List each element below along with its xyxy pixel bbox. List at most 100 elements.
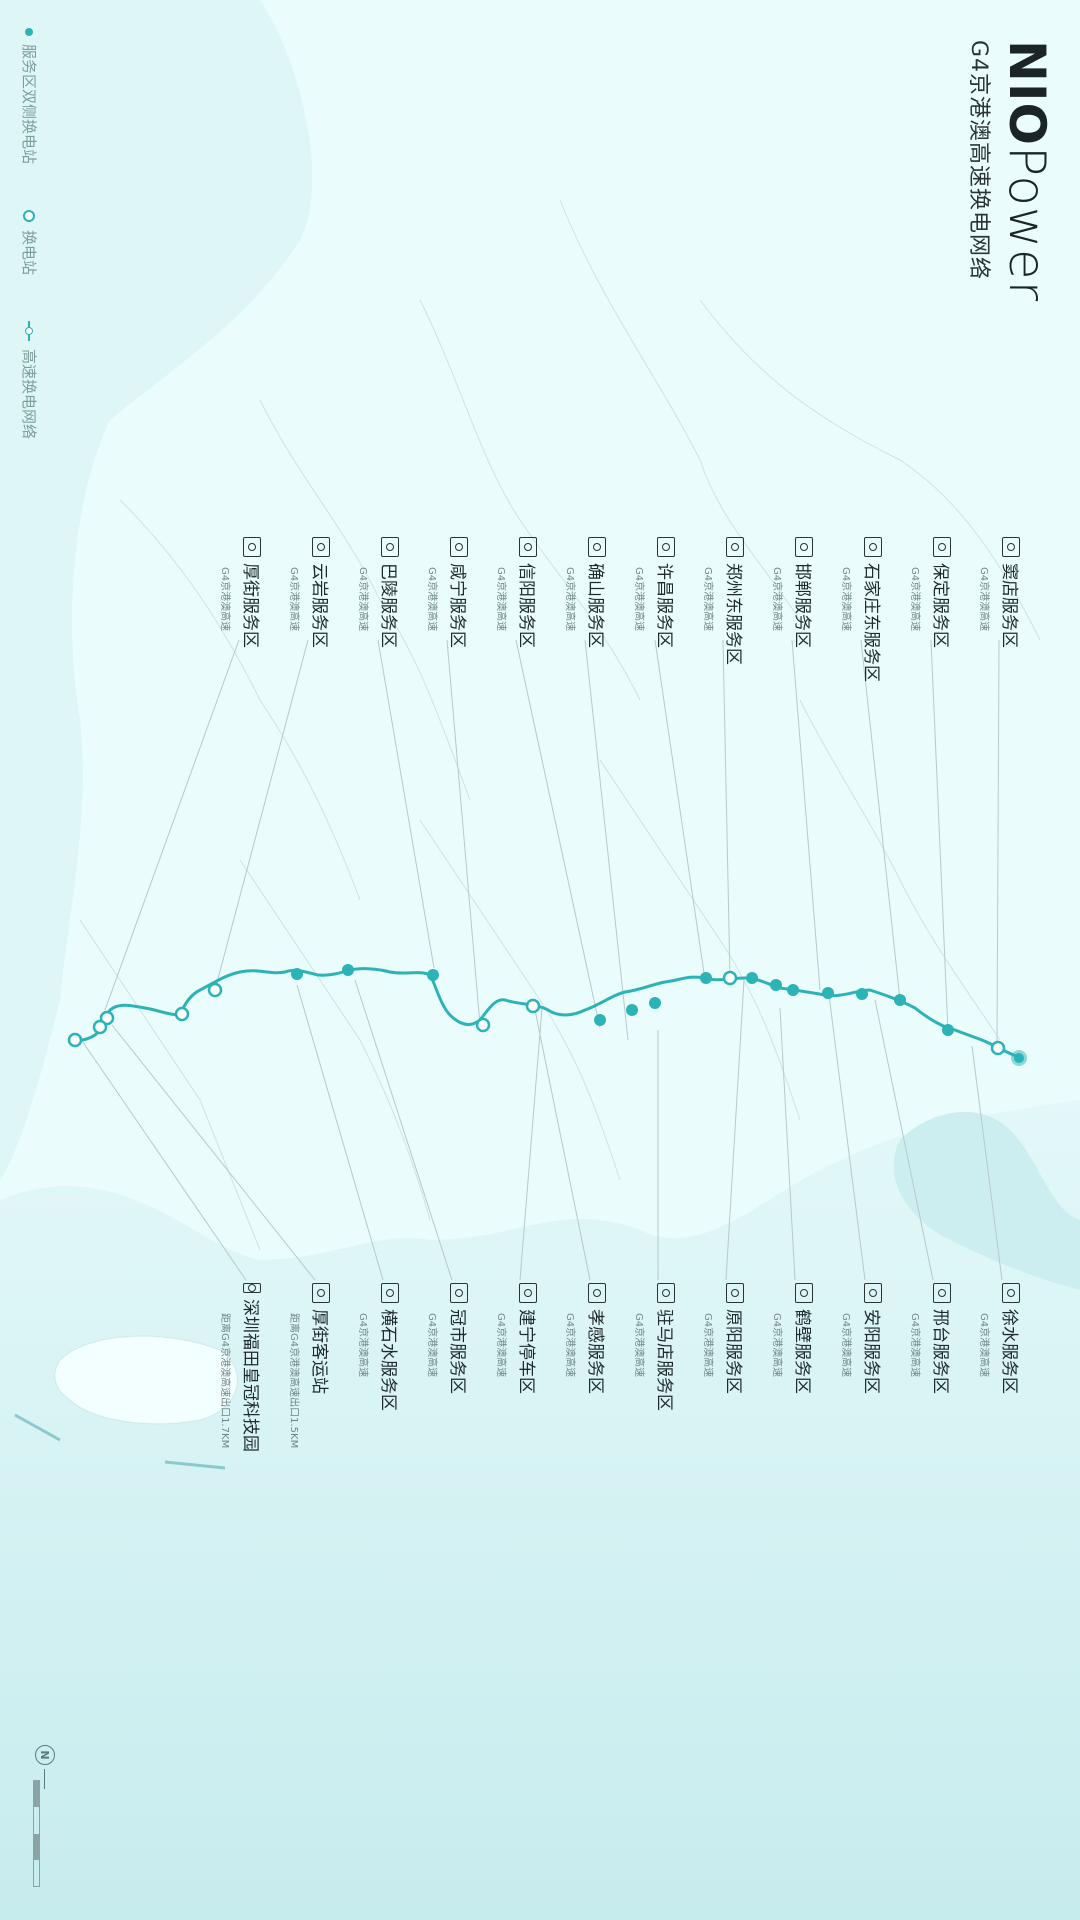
sea-left	[0, 0, 313, 1180]
station-subtitle: G4京港澳高速	[978, 1313, 989, 1378]
swap-station-marker[interactable]	[67, 1032, 83, 1048]
station-name: 鹤壁服务区	[792, 1309, 812, 1394]
service-area-dual-station-marker[interactable]	[787, 984, 799, 996]
swap-station-battery-icon	[450, 1283, 469, 1303]
north-arrow-icon: N	[35, 1745, 55, 1765]
swap-station-marker[interactable]	[92, 1019, 108, 1035]
station-name: 许昌服务区	[654, 563, 674, 648]
service-area-dual-station-marker[interactable]	[342, 964, 354, 976]
bottom-station-label[interactable]: 驻马店服务区 G4京港澳高速	[619, 1283, 679, 1433]
top-station-label[interactable]: 信阳服务区 G4京港澳高速	[481, 537, 541, 687]
swap-station-marker[interactable]	[174, 1006, 190, 1022]
swap-station-icon	[23, 210, 36, 223]
top-station-label[interactable]: 郑州东服务区 G4京港澳高速	[688, 537, 748, 687]
swap-station-marker[interactable]	[722, 970, 738, 986]
bottom-station-label[interactable]: 安阳服务区 G4京港澳高速	[826, 1283, 886, 1433]
station-name: 厚街服务区	[240, 563, 260, 648]
bottom-station-label[interactable]: 建宁停车区 G4京港澳高速	[481, 1283, 541, 1433]
station-name: 石家庄东服务区	[861, 563, 881, 682]
highway-network-icon	[28, 321, 31, 342]
top-station-label[interactable]: 确山服务区 G4京港澳高速	[550, 537, 610, 687]
bottom-station-label[interactable]: 鹤壁服务区 G4京港澳高速	[757, 1283, 817, 1433]
station-name: 咸宁服务区	[447, 563, 467, 648]
swap-station-battery-icon	[726, 537, 745, 557]
station-name: 安阳服务区	[861, 1309, 881, 1394]
bottom-station-label[interactable]: 原阳服务区 G4京港澳高速	[688, 1283, 748, 1433]
station-name: 邯郸服务区	[792, 563, 812, 648]
station-subtitle: 距离G4京港澳高速出口1.5KM	[288, 1313, 299, 1449]
service-area-dual-station-marker[interactable]	[856, 988, 868, 1000]
service-area-dual-station-marker[interactable]	[649, 997, 661, 1009]
top-station-label[interactable]: 巴陵服务区 G4京港澳高速	[343, 537, 403, 687]
service-area-dual-station-marker[interactable]	[594, 1014, 606, 1026]
swap-station-marker[interactable]	[525, 998, 541, 1014]
station-name: 厚街客运站	[309, 1309, 329, 1394]
hainan-island	[54, 1335, 238, 1425]
bottom-station-label[interactable]: 厚街客运站 距离G4京港澳高速出口1.5KM	[274, 1283, 334, 1449]
swap-station-battery-icon	[588, 537, 607, 557]
station-name: 冠市服务区	[447, 1309, 467, 1394]
top-station-label[interactable]: 厚街服务区 G4京港澳高速	[205, 537, 265, 687]
service-area-dual-station-marker[interactable]	[626, 1004, 638, 1016]
station-name: 巴陵服务区	[378, 563, 398, 648]
service-area-dual-station-marker[interactable]	[427, 969, 439, 981]
swap-station-battery-icon	[519, 537, 538, 557]
service-area-dual-station-icon	[25, 28, 34, 36]
top-station-label[interactable]: 云岩服务区 G4京港澳高速	[274, 537, 334, 687]
swap-station-battery-icon	[312, 1283, 331, 1303]
bottom-station-label[interactable]: 孝感服务区 G4京港澳高速	[550, 1283, 610, 1433]
swap-station-battery-icon	[1002, 537, 1021, 557]
station-subtitle: 距离G4京港澳高速出口1.7KM	[219, 1313, 230, 1449]
service-area-dual-station-marker[interactable]	[746, 972, 758, 984]
top-station-label[interactable]: 邯郸服务区 G4京港澳高速	[757, 537, 817, 687]
station-name: 原阳服务区	[723, 1309, 743, 1394]
station-subtitle: G4京港澳高速	[495, 567, 506, 632]
swap-station-marker[interactable]	[990, 1040, 1006, 1056]
station-name: 保定服务区	[930, 563, 950, 648]
top-station-label[interactable]: 咸宁服务区 G4京港澳高速	[412, 537, 472, 687]
swap-station-battery-icon	[726, 1283, 745, 1303]
top-station-label[interactable]: 许昌服务区 G4京港澳高速	[619, 537, 679, 687]
station-subtitle: G4京港澳高速	[909, 1313, 920, 1378]
bottom-station-label[interactable]: 深圳福田皇冠科技园 距离G4京港澳高速出口1.7KM	[205, 1283, 265, 1452]
service-area-dual-station-marker[interactable]	[770, 979, 782, 991]
service-area-dual-station-marker[interactable]	[291, 968, 303, 980]
station-subtitle: G4京港澳高速	[840, 1313, 851, 1378]
station-subtitle: G4京港澳高速	[978, 567, 989, 632]
top-station-label[interactable]: 石家庄东服务区 G4京港澳高速	[826, 537, 886, 687]
swap-station-marker[interactable]	[207, 982, 223, 998]
swap-station-marker[interactable]	[475, 1017, 491, 1033]
station-name: 孝感服务区	[585, 1309, 605, 1394]
station-subtitle: G4京港澳高速	[633, 567, 644, 632]
swap-station-battery-icon	[657, 537, 676, 557]
swap-station-battery-icon	[933, 1283, 952, 1303]
bottom-station-label[interactable]: 冠市服务区 G4京港澳高速	[412, 1283, 472, 1433]
swap-station-battery-icon	[795, 537, 814, 557]
bottom-station-label[interactable]: 横石水服务区 G4京港澳高速	[343, 1283, 403, 1433]
station-subtitle: G4京港澳高速	[219, 567, 230, 632]
bottom-station-label[interactable]: 徐水服务区 G4京港澳高速	[964, 1283, 1024, 1433]
swap-station-battery-icon	[864, 1283, 883, 1303]
station-name: 徐水服务区	[999, 1309, 1019, 1394]
brand: NIOPower G4京港澳高速换电网络	[965, 40, 1056, 302]
station-subtitle: G4京港澳高速	[357, 567, 368, 632]
swap-station-battery-icon	[1002, 1283, 1021, 1303]
station-name: 窦店服务区	[999, 563, 1019, 648]
station-subtitle: G4京港澳高速	[633, 1313, 644, 1378]
service-area-dual-station-marker[interactable]	[822, 987, 834, 999]
station-name: 郑州东服务区	[723, 563, 743, 665]
top-station-label[interactable]: 窦店服务区 G4京港澳高速	[964, 537, 1024, 687]
station-subtitle: G4京港澳高速	[771, 567, 782, 632]
station-subtitle: G4京港澳高速	[771, 1313, 782, 1378]
swap-station-battery-icon	[381, 1283, 400, 1303]
legend: 服务区双侧换电站 换电站 高速换电网络	[19, 28, 40, 439]
service-area-dual-station-marker[interactable]	[700, 972, 712, 984]
bottom-station-label[interactable]: 邢台服务区 G4京港澳高速	[895, 1283, 955, 1433]
top-station-label[interactable]: 保定服务区 G4京港澳高速	[895, 537, 955, 687]
service-area-dual-station-marker[interactable]	[942, 1024, 954, 1036]
swap-station-battery-icon	[657, 1283, 676, 1303]
service-area-dual-station-marker[interactable]	[894, 994, 906, 1006]
swap-station-battery-icon	[243, 1283, 262, 1293]
